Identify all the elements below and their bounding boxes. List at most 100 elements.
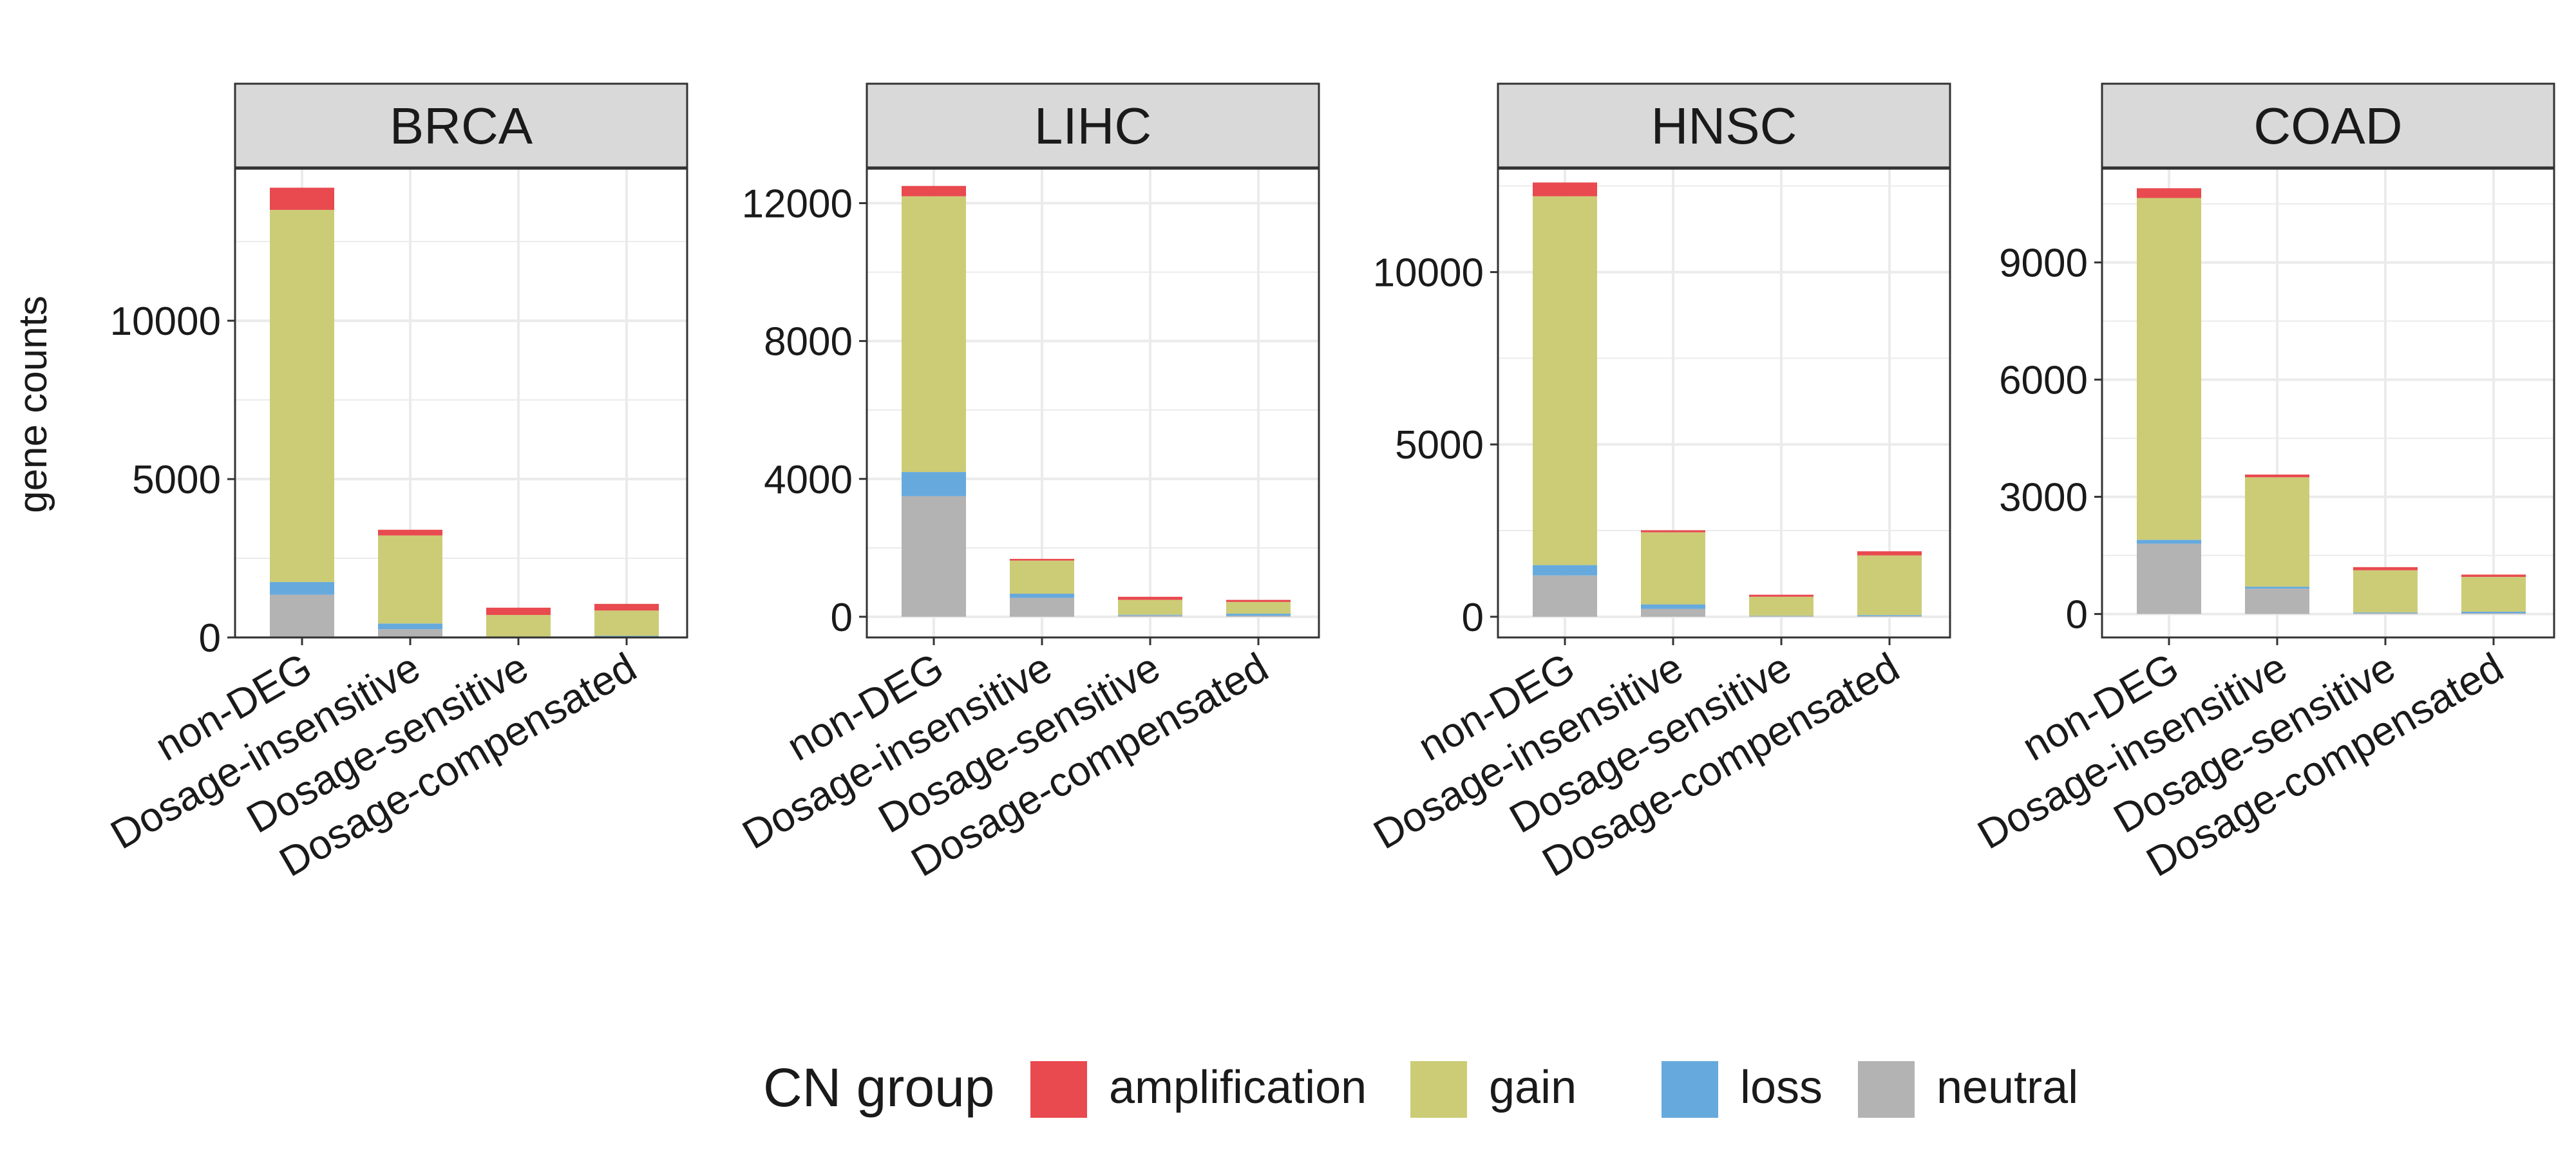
bar-amplification-dosage-sensitive <box>2353 567 2418 570</box>
bar-gain-dosage-insensitive <box>378 535 442 624</box>
bar-neutral-non-deg <box>1533 575 1597 617</box>
legend-swatch-loss <box>1662 1061 1718 1118</box>
bar-neutral-dosage-sensitive <box>2353 613 2418 614</box>
bar-gain-dosage-insensitive <box>2245 477 2309 587</box>
y-tick-label: 0 <box>199 616 221 661</box>
bar-gain-non-deg <box>1533 196 1597 565</box>
bar-loss-dosage-insensitive <box>1641 604 1705 609</box>
bar-gain-dosage-compensated <box>1857 555 1922 616</box>
bar-neutral-dosage-insensitive <box>2245 589 2309 614</box>
bar-amplification-non-deg <box>270 187 334 210</box>
legend: CN group amplification gain loss neutral <box>763 1057 2078 1118</box>
legend-swatch-neutral <box>1858 1061 1915 1118</box>
legend-title: CN group <box>763 1057 995 1118</box>
bar-gain-dosage-insensitive <box>1641 532 1705 605</box>
bar-gain-dosage-compensated <box>1226 601 1291 614</box>
bar-neutral-dosage-compensated <box>1226 616 1291 617</box>
bar-amplification-dosage-sensitive <box>486 607 551 616</box>
panel-border <box>234 167 688 639</box>
bar-amplification-dosage-insensitive <box>1641 530 1705 532</box>
y-tick-label: 6000 <box>1999 359 2088 403</box>
bar-neutral-dosage-insensitive <box>1010 598 1074 617</box>
bar-gain-dosage-sensitive <box>1118 599 1182 615</box>
facet-title: COAD <box>2253 97 2402 155</box>
y-tick-label: 0 <box>1462 596 1484 640</box>
y-tick-label: 9000 <box>1999 241 2088 286</box>
bar-amplification-dosage-sensitive <box>1118 596 1182 600</box>
bar-gain-non-deg <box>902 196 966 473</box>
panel-hnsc: HNSC0500010000non-DEGDosage-insensitiveD… <box>1366 82 1951 885</box>
bar-amplification-non-deg <box>1533 182 1597 196</box>
bar-neutral-non-deg <box>902 496 966 617</box>
facet-strip <box>234 82 688 169</box>
bar-amplification-non-deg <box>2137 188 2201 198</box>
legend-swatch-gain <box>1410 1061 1467 1118</box>
bar-gain-dosage-sensitive <box>1749 596 1814 616</box>
bar-loss-non-deg <box>270 581 334 595</box>
bar-loss-dosage-compensated <box>594 636 659 637</box>
bar-loss-dosage-insensitive <box>378 623 442 630</box>
bar-neutral-non-deg <box>2137 543 2201 614</box>
panel-border <box>1497 167 1951 639</box>
bar-neutral-dosage-insensitive <box>378 629 442 637</box>
y-axis-title: gene counts <box>11 296 55 513</box>
y-tick-label: 10000 <box>1373 251 1484 296</box>
legend-label-neutral: neutral <box>1937 1062 2078 1113</box>
panel-lihc: LIHC04000800012000non-DEGDosage-insensit… <box>735 82 1320 885</box>
bar-amplification-dosage-sensitive <box>1749 594 1814 597</box>
bar-amplification-non-deg <box>902 185 966 196</box>
bar-loss-non-deg <box>2137 540 2201 544</box>
bar-neutral-dosage-insensitive <box>1641 608 1705 617</box>
bar-amplification-dosage-compensated <box>1857 551 1922 556</box>
bar-loss-non-deg <box>1533 565 1597 576</box>
bar-loss-dosage-insensitive <box>2245 587 2309 589</box>
bar-gain-non-deg <box>2137 198 2201 540</box>
bar-neutral-non-deg <box>270 594 334 637</box>
bar-neutral-dosage-compensated <box>2461 613 2526 614</box>
bar-amplification-dosage-compensated <box>2461 574 2526 577</box>
facet-title: HNSC <box>1651 97 1797 155</box>
y-tick-label: 0 <box>831 596 853 640</box>
bar-loss-dosage-compensated <box>2461 611 2526 614</box>
legend-label-amplification: amplification <box>1109 1062 1367 1113</box>
y-tick-label: 5000 <box>1395 423 1484 467</box>
bar-loss-dosage-compensated <box>1857 615 1922 616</box>
bar-neutral-dosage-sensitive <box>1118 615 1182 617</box>
y-tick-label: 0 <box>2066 593 2088 637</box>
bar-amplification-dosage-insensitive <box>378 529 442 536</box>
panel-border <box>866 167 1320 639</box>
y-tick-label: 4000 <box>764 458 853 502</box>
panel-brca: BRCA0500010000non-DEGDosage-insensitiveD… <box>103 82 688 885</box>
facet-title: LIHC <box>1034 97 1151 155</box>
y-tick-label: 5000 <box>132 458 221 502</box>
bar-neutral-dosage-sensitive <box>1749 616 1814 617</box>
facet-panels: BRCA0500010000non-DEGDosage-insensitiveD… <box>103 82 2555 885</box>
bar-neutral-dosage-compensated <box>1857 616 1922 617</box>
facet-strip <box>1497 82 1951 169</box>
bar-amplification-dosage-compensated <box>1226 599 1291 602</box>
bar-loss-non-deg <box>902 472 966 496</box>
panel-border <box>2101 167 2555 639</box>
bar-gain-dosage-sensitive <box>486 615 551 637</box>
facet-strip <box>866 82 1320 169</box>
facet-title: BRCA <box>390 97 533 155</box>
y-tick-label: 12000 <box>742 182 853 227</box>
y-tick-label: 10000 <box>110 299 221 344</box>
bar-gain-non-deg <box>270 209 334 582</box>
bar-amplification-dosage-insensitive <box>1010 558 1074 561</box>
bar-loss-dosage-insensitive <box>1010 594 1074 598</box>
facet-strip <box>2101 82 2555 169</box>
legend-label-loss: loss <box>1740 1062 1823 1113</box>
bar-loss-dosage-sensitive <box>2353 612 2418 614</box>
legend-swatch-amplification <box>1030 1061 1087 1118</box>
bar-amplification-dosage-compensated <box>594 603 659 611</box>
bar-loss-dosage-compensated <box>1226 614 1291 616</box>
bar-gain-dosage-insensitive <box>1010 560 1074 594</box>
y-tick-label: 3000 <box>1999 476 2088 520</box>
bar-gain-dosage-sensitive <box>2353 570 2418 613</box>
y-tick-label: 8000 <box>764 320 853 364</box>
bar-loss-dosage-sensitive <box>1118 614 1182 616</box>
panel-coad: COAD0300060009000non-DEGDosage-insensiti… <box>1970 82 2555 885</box>
bar-gain-dosage-compensated <box>594 610 659 636</box>
